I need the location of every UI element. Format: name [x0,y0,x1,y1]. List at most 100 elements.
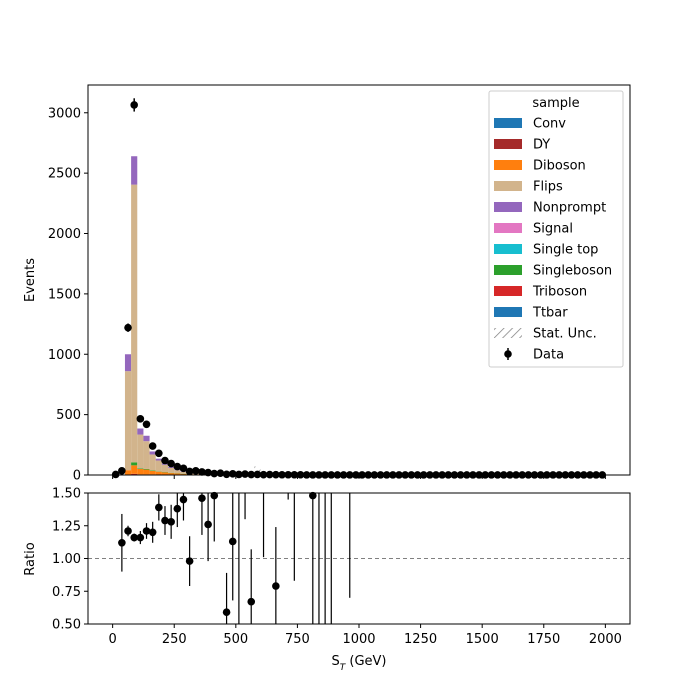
legend-swatch [494,118,522,128]
data-point [167,459,175,468]
legend-label: Diboson [533,159,586,174]
legend-swatch [494,160,522,170]
stack-bar-diboson [174,473,181,475]
legend-marker [504,350,512,358]
stack-bar-flips [137,434,144,469]
stack-bar-diboson [168,472,175,475]
legend-label: Triboson [532,285,587,300]
stack-bar-diboson [180,473,187,475]
data-point [204,468,212,477]
ratio-point [136,533,145,542]
data-point [155,449,163,458]
x-tick-label: 250 [162,632,187,647]
legend-label: Conv [533,117,566,132]
legend-box [488,90,624,368]
main-y-tick-label: 500 [56,408,81,423]
stack-bar-flips [168,467,175,473]
main-y-tick-label: 1000 [48,348,81,363]
ratio-point [204,520,212,529]
legend-label: Signal [533,222,573,237]
ratio-point [210,491,219,500]
data-point [136,415,145,423]
main-y-tick-label: 1500 [48,287,81,302]
x-axis-label: ST (GeV) [331,654,386,673]
ratio-y-axis-label: Ratio [23,542,38,575]
main-y-tick-label: 3000 [48,106,81,121]
ratio-y-ticks: 0.50 0.75 1.00 1.25 1.50 [52,487,88,633]
main-y-axis-label: Events [23,258,38,302]
stack-bar-diboson [155,471,162,475]
ratio-point [167,518,175,526]
stack-bar-flips [149,454,156,471]
legend-swatch [494,286,522,296]
data-point [173,462,182,471]
x-tick-label: 2000 [589,632,622,647]
legend-swatch [494,328,522,338]
ratio-point [142,527,151,535]
stack-bar-nonprompt [149,451,156,455]
ratio-point [148,528,157,537]
stack-bar-nonprompt [137,428,144,435]
stack-bar-flips [155,460,162,472]
legend-label: Singleboson [533,264,612,279]
legend-label: Nonprompt [533,201,606,216]
stack-bar-flips [143,441,150,469]
ratio-axes-frame [87,492,631,625]
main-y-ticks: 0 500 1000 1500 2000 2500 3000 [48,106,88,484]
legend-swatch [494,202,522,212]
legend: sample Conv DY Diboson Flips Nonprompt Signal… [488,90,624,368]
data-point [142,420,151,429]
data-point [185,467,194,476]
ratio-point [118,538,126,547]
ratio-point [222,608,231,617]
stack-bar-diboson [143,469,150,475]
legend-swatch [494,265,522,275]
main-y-tick-label: 2000 [48,227,81,242]
stack-bar-flips [131,184,138,463]
main-y-tick-label: 2500 [48,167,81,182]
legend-label: Stat. Unc. [533,327,597,342]
stack-bars [124,156,249,476]
legend-swatch [494,244,522,254]
legend-swatch [494,307,522,317]
legend-swatch [494,181,522,191]
ratio-y-tick-label: 0.75 [52,585,81,600]
legend-label: Data [533,348,564,363]
ratio-point [179,495,188,504]
stack-bar-singleboson [149,470,156,471]
data-point [124,323,132,332]
ratio-point [198,494,206,503]
data-point [253,470,262,479]
ratio-y-tick-label: 1.00 [52,552,81,567]
data-point [118,466,126,475]
data-point [179,464,188,473]
stack-bar-nonprompt [168,467,175,468]
data-point [241,470,249,478]
ratio-point [309,491,317,500]
stack-bar-diboson [137,468,144,475]
main-x-ticks [112,475,606,479]
x-tick-label: 1250 [404,632,437,647]
ratio-point [124,527,132,535]
data-point [148,442,157,450]
stack-bar-diboson [131,465,138,474]
x-tick-label: 1500 [466,632,499,647]
stack-bar-diboson [161,472,169,475]
legend-label: DY [533,138,550,153]
legend-label: Flips [533,180,563,195]
ratio-point [155,503,163,512]
stack-bar-singleboson [131,462,138,466]
stack-bar-diboson [149,470,156,475]
data-point [191,466,200,475]
data-point [235,470,243,479]
stack-bar-triboson [131,473,138,475]
main-y-tick-label: 0 [73,469,81,484]
stack-bar-singleboson [137,468,144,469]
legend-label: Single top [533,243,598,258]
stack-bar-flips [180,471,187,474]
main-plot: 0 500 1000 1500 2000 2500 3000 Events sample C… [23,84,631,484]
ratio-point [185,557,194,565]
stack-bar-nonprompt [131,156,138,185]
stack-bar-flips [124,371,132,471]
